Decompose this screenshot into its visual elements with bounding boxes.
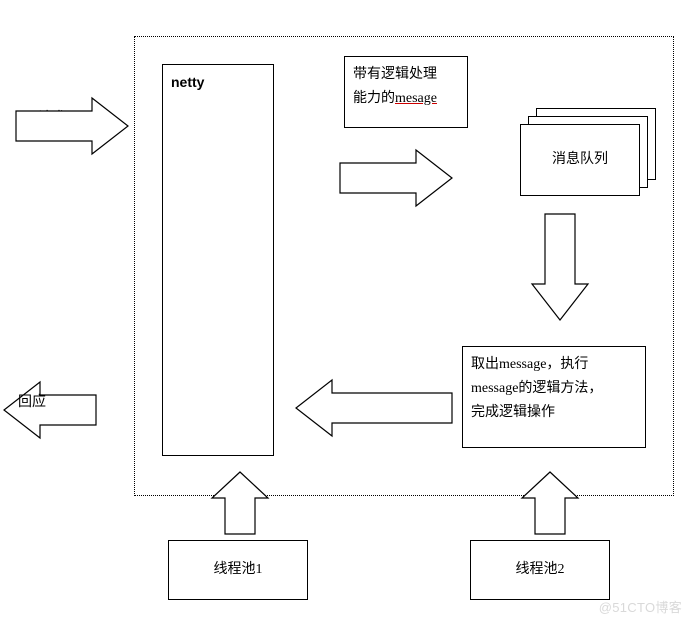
node-pool1-label: 线程池1 — [214, 558, 263, 582]
response-label: 回应 — [18, 393, 46, 413]
node-execbox-line2: message的逻辑方法， — [471, 377, 637, 401]
watermark: @51CTO博客 — [599, 597, 682, 616]
node-execbox-line1: 取出message，执行 — [471, 353, 637, 377]
node-queue: 消息队列 — [520, 108, 656, 196]
node-execbox-line3: 完成逻辑操作 — [471, 401, 637, 425]
node-netty-label: netty — [171, 74, 204, 90]
node-pool2-label: 线程池2 — [516, 558, 565, 582]
node-msgbox-line2: 能力的mesage — [353, 87, 459, 111]
node-execbox: 取出message，执行 message的逻辑方法， 完成逻辑操作 — [462, 346, 646, 448]
arrow-pool2-up — [520, 468, 580, 538]
node-msgbox-line1: 带有逻辑处理 — [353, 63, 459, 87]
node-queue-stack-1: 消息队列 — [520, 124, 640, 196]
node-pool2: 线程池2 — [470, 540, 610, 600]
arrow-response-out — [0, 380, 100, 440]
node-msgbox-underlined: mesage — [395, 91, 437, 106]
arrow-exec-to-netty — [292, 378, 462, 438]
arrow-request-in — [16, 96, 136, 156]
node-queue-label: 消息队列 — [552, 148, 608, 172]
arrow-pool1-up — [210, 468, 270, 538]
node-pool1: 线程池1 — [168, 540, 308, 600]
node-netty: netty — [162, 64, 274, 456]
node-msgbox: 带有逻辑处理 能力的mesage — [344, 56, 468, 128]
arrow-netty-to-queue — [340, 148, 460, 208]
arrow-queue-to-exec — [530, 214, 590, 330]
